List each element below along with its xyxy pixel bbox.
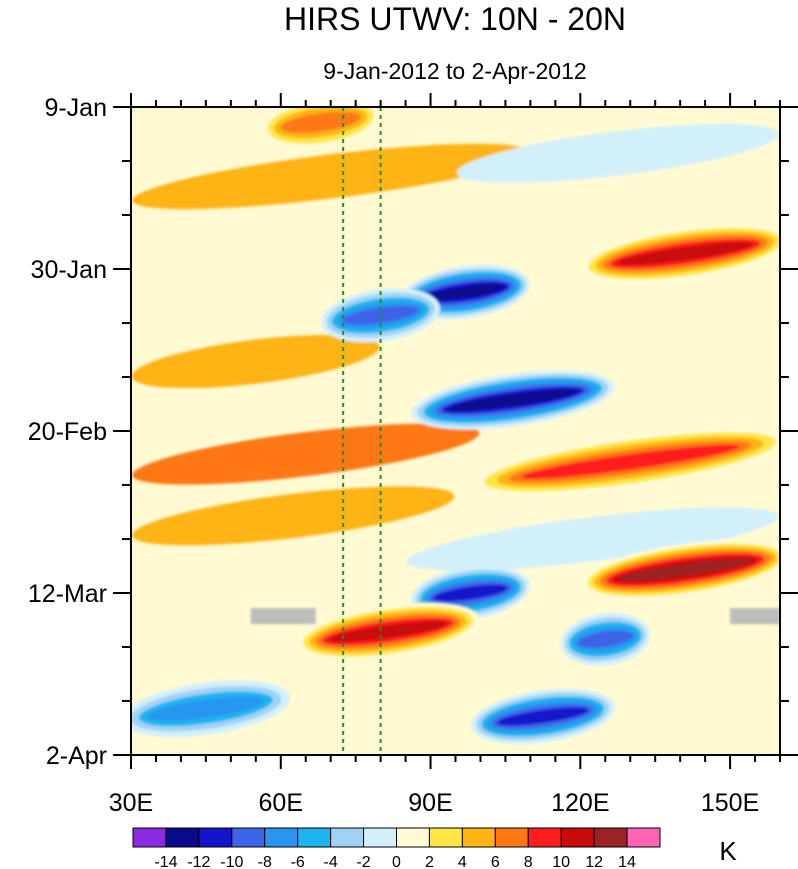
field-contour-band (497, 707, 589, 726)
field-contour-band (618, 559, 752, 581)
y-tick-label: 30-Jan (31, 256, 107, 284)
colorbar-label: -14 (154, 854, 177, 869)
colorbar-swatch (165, 827, 200, 848)
field-contour-band (328, 621, 448, 642)
colorbar-swatch (593, 827, 628, 848)
field-contour-band (617, 242, 754, 265)
colorbar-label: 10 (552, 854, 570, 869)
colorbar-label: 6 (491, 854, 500, 869)
colorbar-swatch (560, 827, 595, 848)
field-background-band (456, 123, 779, 183)
field-background-band (132, 486, 455, 546)
colorbar-label: -10 (220, 854, 243, 869)
reference-lines (342, 107, 382, 755)
chart-title: HIRS UTWV: 10N - 20N (284, 1, 626, 37)
colorbar-label: 0 (392, 854, 401, 869)
field-contour-band (433, 584, 508, 602)
x-tick-label: 150E (701, 789, 759, 817)
colorbar-swatch (527, 827, 562, 848)
missing-data-patch (250, 608, 316, 625)
field-contour-band (577, 630, 633, 648)
colorbar-label: -12 (187, 854, 210, 869)
chart-subtitle: 9-Jan-2012 to 2-Apr-2012 (323, 58, 586, 84)
missing-data-patch (730, 608, 780, 625)
x-tick-label: 30E (109, 789, 153, 817)
field-background-band (406, 507, 779, 571)
colorbar-swatch (231, 827, 266, 848)
colorbar-swatch (198, 827, 233, 848)
field-background-band (131, 334, 380, 389)
colorbar-swatch (363, 827, 397, 848)
y-tick-label: 12-Mar (28, 580, 107, 608)
colorbar-swatch (626, 827, 661, 848)
colorbar-swatch (461, 827, 496, 848)
x-tick-label: 120E (551, 789, 609, 817)
y-tick-label: 20-Feb (28, 418, 107, 446)
field-background-band (132, 423, 480, 485)
colorbar-label: 2 (425, 854, 434, 869)
y-axis: 9-Jan 30-Jan 20-Feb 12-Mar 2-Apr (28, 94, 798, 770)
x-axis: 30E 60E 90E 120E 150E (109, 93, 781, 817)
x-tick-label: 90E (408, 789, 452, 817)
field-contour-band (280, 111, 361, 134)
field-contour-band (521, 444, 740, 479)
colorbar-unit: K (719, 836, 737, 866)
y-tick-label: 9-Jan (44, 94, 107, 122)
colorbar-swatch (396, 827, 430, 848)
colorbar-label: 4 (458, 854, 467, 869)
colorbar-label: 12 (585, 854, 603, 869)
field-contour-band (448, 389, 578, 411)
colorbar-label: 14 (618, 854, 636, 869)
colorbar-swatch (494, 827, 529, 848)
colorbar-label: -6 (291, 854, 305, 869)
colorbar-swatch (330, 827, 365, 848)
colorbar-label: -4 (324, 854, 338, 869)
y-tick-label: 2-Apr (46, 742, 107, 770)
colorbar-swatch (264, 827, 299, 848)
colorbar-label: -8 (258, 854, 272, 869)
x-tick-label: 60E (259, 789, 303, 817)
colorbar-swatch (132, 827, 167, 848)
field-contour-band (426, 284, 505, 300)
field-background-band (132, 143, 529, 210)
colorbar-label: -2 (356, 854, 370, 869)
field (131, 107, 780, 745)
colorbar-swatch (297, 827, 332, 848)
field-contour-band (147, 696, 265, 721)
colorbar: -14 -12 -10 -8 -6 -4 -2 0 2 4 6 8 10 12 14 (132, 827, 661, 869)
colorbar-swatch (428, 827, 463, 848)
colorbar-label: 8 (524, 854, 533, 869)
